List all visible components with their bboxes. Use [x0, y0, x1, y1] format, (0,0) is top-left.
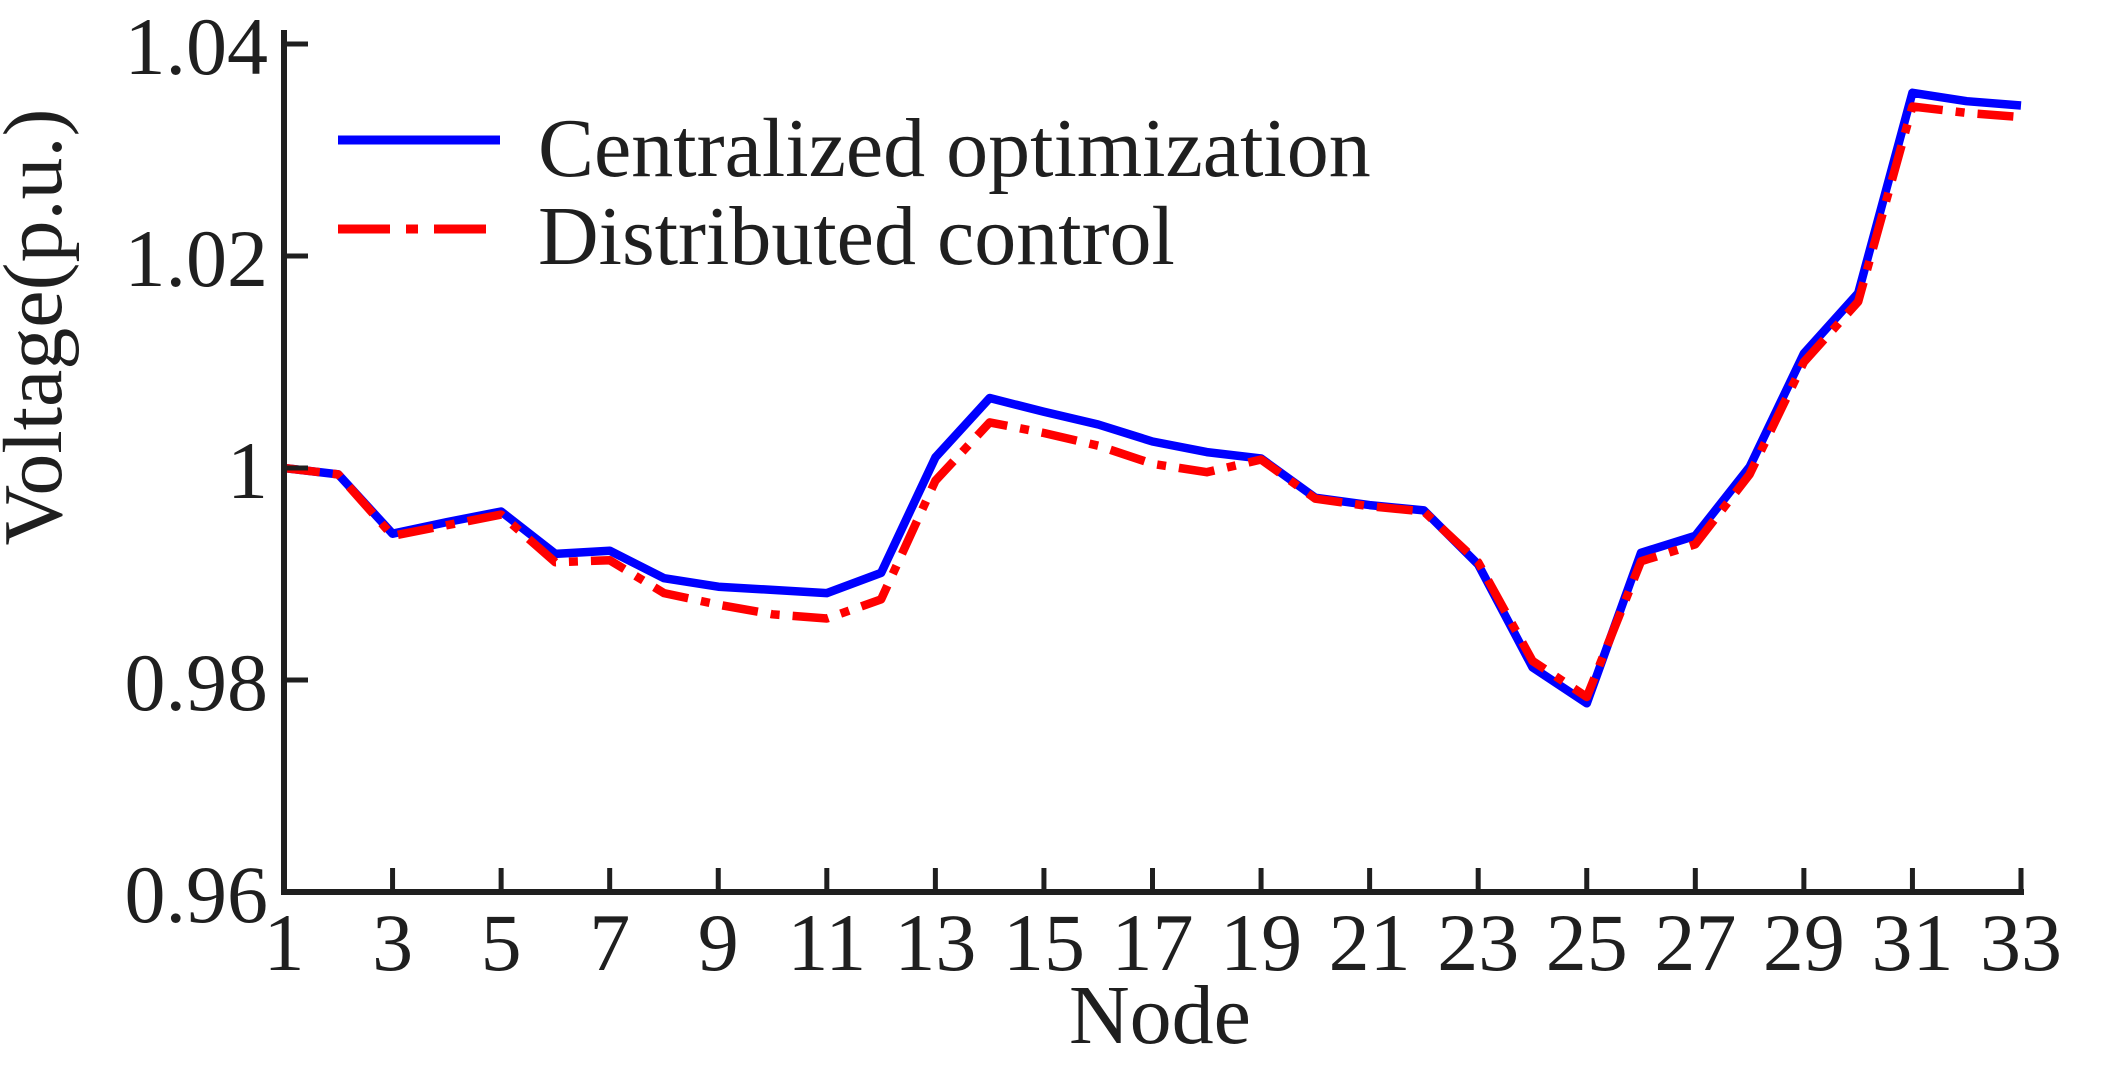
legend-label-centralized: Centralized optimization: [538, 102, 1371, 195]
x-tick-label: 27: [1654, 897, 1736, 988]
x-tick-label: 1: [264, 897, 305, 988]
legend: Centralized optimization Distributed con…: [338, 102, 1371, 283]
x-tick-label: 33: [1980, 897, 2062, 988]
series-line-centralized: [283, 88, 2022, 708]
x-tick-label: 11: [787, 897, 866, 988]
x-tick-label: 29: [1763, 897, 1845, 988]
x-axis-title: Node: [1069, 969, 1251, 1062]
x-tick-label: 23: [1437, 897, 1519, 988]
x-tick-label: 31: [1871, 897, 1953, 988]
x-tick-labels: 1 3 5 7 9 11 13 15 17 19 21 23 25 27 29 31 33: [264, 897, 2063, 988]
x-tick-label: 21: [1329, 897, 1411, 988]
x-tick-label: 3: [372, 897, 413, 988]
y-ticks: [284, 41, 308, 895]
x-tick-label: 13: [894, 897, 976, 988]
x-tick-label: 7: [589, 897, 630, 988]
x-tick-label: 25: [1546, 897, 1628, 988]
legend-label-distributed: Distributed control: [538, 190, 1175, 283]
x-ticks: [281, 868, 2024, 892]
series-layer: [283, 88, 2022, 708]
y-tick-label: 1.02: [125, 213, 269, 304]
y-tick-label: 1: [227, 425, 268, 516]
x-tick-label: 17: [1112, 897, 1194, 988]
y-tick-label: 1.04: [125, 1, 269, 92]
x-tick-label: 5: [481, 897, 522, 988]
y-tick-label: 0.96: [125, 849, 269, 940]
series-line-distributed: [283, 102, 2022, 702]
x-tick-label: 9: [698, 897, 739, 988]
x-tick-label: 15: [1003, 897, 1085, 988]
y-tick-label: 0.98: [125, 637, 269, 728]
y-tick-labels: 0.96 0.98 1 1.02 1.04: [125, 1, 269, 940]
y-axis-title: Voltage(p.u.): [0, 108, 80, 545]
x-tick-label: 19: [1220, 897, 1302, 988]
